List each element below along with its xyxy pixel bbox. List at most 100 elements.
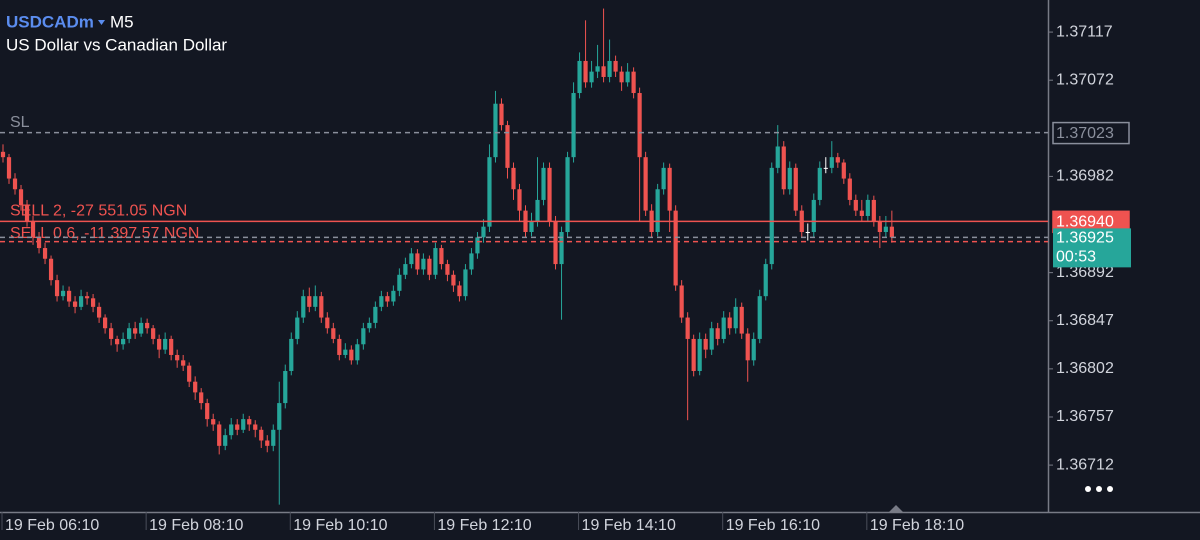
candle-body [127, 328, 132, 339]
candle-body [229, 424, 234, 436]
candle-body [403, 264, 408, 275]
candle-body [457, 285, 462, 297]
more-menu[interactable] [1085, 486, 1113, 492]
candle-body [571, 93, 576, 158]
candle-body [90, 298, 96, 307]
candle-body [811, 199, 816, 233]
candle-body [703, 338, 708, 350]
candle-body [433, 248, 438, 275]
candle-body [751, 338, 756, 361]
candle-body [181, 360, 186, 366]
candle-body [823, 167, 828, 169]
candle-body [535, 199, 540, 222]
candle-body [877, 221, 882, 233]
candle-body [36, 237, 42, 249]
candle-body [871, 199, 876, 222]
candle-body [253, 424, 258, 430]
candle-body [451, 274, 456, 286]
candle-body [139, 322, 144, 334]
candle-body [277, 403, 282, 430]
candle-body [343, 349, 348, 355]
candle-body [169, 338, 174, 355]
candle-body [84, 296, 90, 299]
candle-body [685, 317, 690, 339]
x-tick-label: 19 Feb 10:10 [293, 517, 387, 534]
timeframe[interactable]: M5 [110, 12, 134, 31]
candle-body [48, 258, 54, 281]
candle-body [619, 71, 624, 83]
symbol-dropdown-arrow[interactable] [98, 20, 105, 25]
candle-body [199, 392, 204, 404]
candle-body [775, 146, 780, 168]
candle-body [349, 349, 354, 361]
candle-body [421, 258, 426, 270]
candle-body [835, 157, 840, 163]
x-tick-label: 19 Feb 14:10 [582, 517, 676, 534]
candle-body [289, 338, 294, 372]
symbol[interactable]: USDCADm [6, 12, 94, 31]
candle-body [307, 296, 312, 307]
candle-body [0, 151, 6, 158]
candle-body [709, 328, 714, 350]
overlay: SL SELL 2, -27 551.05 NGN SELL 0.6, -11 39… [0, 114, 1048, 243]
candle-body [337, 338, 342, 355]
candle-body [187, 365, 192, 382]
candle-body [691, 338, 696, 372]
candle-body [565, 157, 570, 233]
menu-dot [1085, 486, 1091, 492]
y-tick-label: 1.37072 [1056, 71, 1114, 88]
y-tick-label: 1.36847 [1056, 312, 1114, 329]
candle-body [673, 210, 678, 286]
candle-body [721, 317, 726, 339]
candle-body [547, 167, 552, 222]
candle-body [157, 338, 162, 350]
candle-body [42, 248, 48, 259]
candle-body [109, 328, 114, 339]
candle-body [463, 269, 468, 297]
candle-body [517, 189, 522, 211]
candle-body [769, 167, 774, 265]
candle-body [355, 344, 360, 361]
y-tick-label: 1.37117 [1056, 23, 1113, 40]
candle-body [379, 296, 384, 307]
candle-body [102, 317, 108, 329]
menu-dot [1107, 486, 1113, 492]
candle-body [193, 381, 198, 393]
x-tick-label: 19 Feb 08:10 [149, 517, 243, 534]
candle-body [715, 328, 720, 339]
scroll-marker[interactable] [889, 505, 903, 512]
y-tick-label: 1.36892 [1056, 264, 1114, 281]
candle-body [30, 221, 36, 238]
candle-body [625, 71, 630, 83]
candle-body [271, 429, 276, 446]
candle-body [637, 93, 642, 158]
candle-body [781, 146, 786, 190]
candle-body [247, 419, 252, 425]
candle-body [439, 248, 444, 265]
candle-body [493, 103, 498, 158]
candle-body [553, 221, 558, 265]
candle-body [505, 125, 510, 168]
y-tick-label: 1.36982 [1056, 168, 1114, 185]
candle-body [883, 226, 888, 233]
candle-body [151, 328, 156, 339]
candle-body [853, 199, 858, 211]
candle-body [18, 189, 24, 206]
candle-body [415, 253, 420, 270]
candle-body [319, 296, 324, 318]
level-price-box [1052, 121, 1130, 145]
candle-body [331, 328, 336, 339]
candle-body [145, 322, 150, 329]
candle-body [367, 322, 372, 329]
candle-body [427, 258, 432, 275]
candle-body [133, 328, 138, 334]
candle-body [397, 274, 402, 291]
candle-body [613, 60, 618, 72]
candle-body [577, 60, 582, 94]
candle-body [847, 178, 852, 200]
candle-body [601, 66, 606, 77]
candle-body [259, 429, 264, 441]
